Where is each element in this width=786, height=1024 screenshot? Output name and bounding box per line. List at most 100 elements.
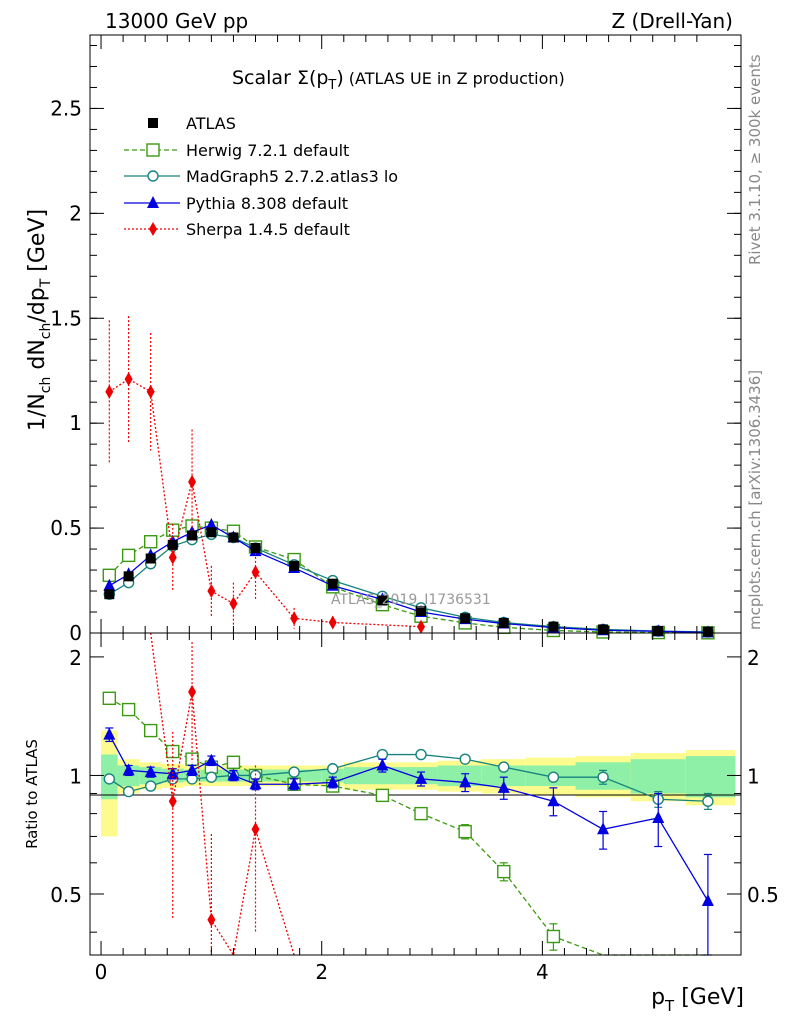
main-point-atlas bbox=[289, 560, 300, 571]
main-point-atlas bbox=[228, 532, 239, 543]
ratio-point-pythia bbox=[701, 893, 714, 906]
ratio-band-inner bbox=[685, 756, 736, 798]
main-y-ticks: 0 0.5 1 1.5 2 2.5 bbox=[50, 35, 741, 645]
ratio-point-madgraph bbox=[327, 763, 339, 775]
main-point-atlas bbox=[327, 578, 338, 589]
ratio-band-inner bbox=[343, 767, 405, 785]
legend-marker-madgraph bbox=[147, 170, 159, 182]
legend-label-pythia: Pythia 8.308 default bbox=[186, 194, 348, 213]
legend-item-atlas: ATLAS bbox=[148, 114, 236, 133]
main-point-pythia bbox=[103, 578, 116, 591]
ratio-x-tick-label: 0 bbox=[95, 960, 108, 984]
legend: ATLAS Herwig 7.2.1 default MadGraph5 2.7… bbox=[124, 114, 398, 239]
ratio-band-inner bbox=[630, 759, 686, 794]
main-y-tick-label: 0.5 bbox=[50, 516, 82, 540]
xlabel-sub: T bbox=[664, 997, 675, 1015]
legend-item-sherpa: Sherpa 1.4.5 default bbox=[124, 220, 350, 239]
watermark: ATLAS_2019_I1736531 bbox=[331, 592, 491, 608]
main-line-madgraph bbox=[108, 533, 708, 633]
main-y-axis-label: 1/Nch dNch/dpT [GeV] bbox=[25, 209, 54, 431]
ylabel-part-5: T bbox=[38, 278, 54, 288]
plot-title: Scalar Σ(pT) (ATLAS UE in Z production) bbox=[232, 67, 565, 93]
ratio-y-tick-label: 0.5 bbox=[50, 883, 82, 907]
main-point-sherpa bbox=[290, 611, 299, 626]
main-point-atlas bbox=[206, 527, 217, 538]
ratio-point-madgraph bbox=[103, 773, 116, 785]
ratio-point-herwig bbox=[166, 744, 180, 759]
main-point-atlas bbox=[187, 530, 198, 541]
main-point-sherpa bbox=[105, 384, 114, 399]
ratio-plot: 0.5 0.5 1 1 2 2 0 2 4 Ratio to ATLAS pT [GeV] bbox=[23, 632, 779, 1015]
ratio-point-sherpa bbox=[207, 912, 216, 927]
ratio-point-pythia bbox=[144, 765, 157, 778]
main-point-atlas bbox=[377, 595, 388, 606]
ratio-y-tick-label-right: 2 bbox=[747, 646, 760, 670]
plot-title-sub: T bbox=[327, 78, 336, 93]
main-point-atlas bbox=[145, 553, 156, 564]
ratio-point-pythia bbox=[288, 777, 301, 790]
main-point-sherpa bbox=[124, 372, 133, 387]
ratio-point-madgraph bbox=[122, 785, 135, 798]
plot-title-main: Scalar bbox=[232, 67, 291, 89]
main-point-atlas bbox=[104, 589, 115, 600]
ratio-point-pythia bbox=[122, 763, 135, 776]
legend-label-atlas: ATLAS bbox=[186, 114, 236, 133]
ratio-series bbox=[102, 632, 714, 957]
legend-item-madgraph: MadGraph5 2.7.2.atlas3 lo bbox=[124, 167, 398, 186]
ratio-point-madgraph bbox=[702, 795, 714, 807]
main-point-sherpa bbox=[417, 619, 426, 634]
ratio-line-herwig bbox=[108, 697, 708, 956]
ratio-x-tick-label: 4 bbox=[536, 960, 549, 984]
ratio-y-tick-label: 2 bbox=[69, 646, 82, 670]
main-point-atlas bbox=[167, 539, 178, 550]
ratio-point-madgraph bbox=[205, 771, 218, 783]
rivet-label: Rivet 3.1.10, ≥ 300k events bbox=[746, 54, 764, 265]
main-point-atlas bbox=[598, 624, 609, 635]
ratio-point-herwig bbox=[546, 929, 561, 944]
main-y-tick-label: 1.5 bbox=[50, 306, 82, 330]
legend-label-herwig: Herwig 7.2.1 default bbox=[186, 141, 349, 160]
ratio-point-herwig bbox=[375, 788, 390, 803]
ratio-band-inner bbox=[481, 765, 526, 787]
ratio-point-pythia bbox=[547, 794, 560, 807]
main-point-atlas bbox=[702, 626, 713, 637]
ratio-point-herwig bbox=[121, 702, 136, 717]
ratio-point-pythia bbox=[652, 810, 665, 823]
ratio-point-pythia bbox=[459, 775, 472, 788]
ratio-point-madgraph bbox=[547, 771, 560, 783]
main-point-atlas bbox=[460, 613, 471, 624]
legend-item-pythia: Pythia 8.308 default bbox=[124, 194, 348, 213]
ratio-band-inner bbox=[437, 765, 482, 787]
ratio-point-herwig bbox=[497, 864, 511, 879]
ratio-point-madgraph bbox=[459, 753, 471, 765]
ratio-y-tick-label-right: 0.5 bbox=[747, 883, 779, 907]
xlabel-unit: [GeV] bbox=[674, 985, 744, 1010]
ratio-line-sherpa bbox=[150, 632, 295, 957]
mcplots-label: mcplots.cern.ch [arXiv:1306.3436] bbox=[746, 370, 764, 630]
legend-marker-sherpa bbox=[149, 222, 157, 236]
ratio-point-pythia bbox=[376, 758, 389, 771]
main-point-pythia bbox=[205, 517, 218, 530]
main-line-sherpa bbox=[108, 378, 422, 628]
main-point-sherpa bbox=[229, 596, 238, 611]
ratio-point-pythia bbox=[415, 771, 428, 784]
ratio-point-madgraph bbox=[597, 771, 609, 783]
ratio-point-pythia bbox=[186, 763, 199, 776]
ratio-point-madgraph bbox=[144, 780, 157, 792]
main-series bbox=[102, 316, 715, 640]
ratio-point-sherpa bbox=[251, 822, 260, 837]
main-point-sherpa bbox=[168, 550, 177, 565]
ylabel-part-2: dN bbox=[25, 339, 50, 376]
ratio-y-tick-label-right: 1 bbox=[747, 764, 760, 788]
main-plot: 00.511.522.5 Scalar Σ(pT) (ATLAS UE in Z … bbox=[25, 34, 742, 645]
ratio-point-madgraph bbox=[376, 748, 389, 761]
main-point-sherpa bbox=[328, 615, 337, 630]
legend-label-sherpa: Sherpa 1.4.5 default bbox=[186, 220, 350, 239]
main-line-herwig bbox=[108, 525, 708, 634]
plot-title-rest: (ATLAS UE in Z production) bbox=[349, 69, 565, 88]
ratio-point-madgraph bbox=[498, 761, 510, 773]
ratio-x-ticks: 0 2 4 bbox=[95, 633, 698, 984]
main-point-atlas bbox=[498, 617, 509, 628]
main-point-sherpa bbox=[188, 474, 197, 489]
